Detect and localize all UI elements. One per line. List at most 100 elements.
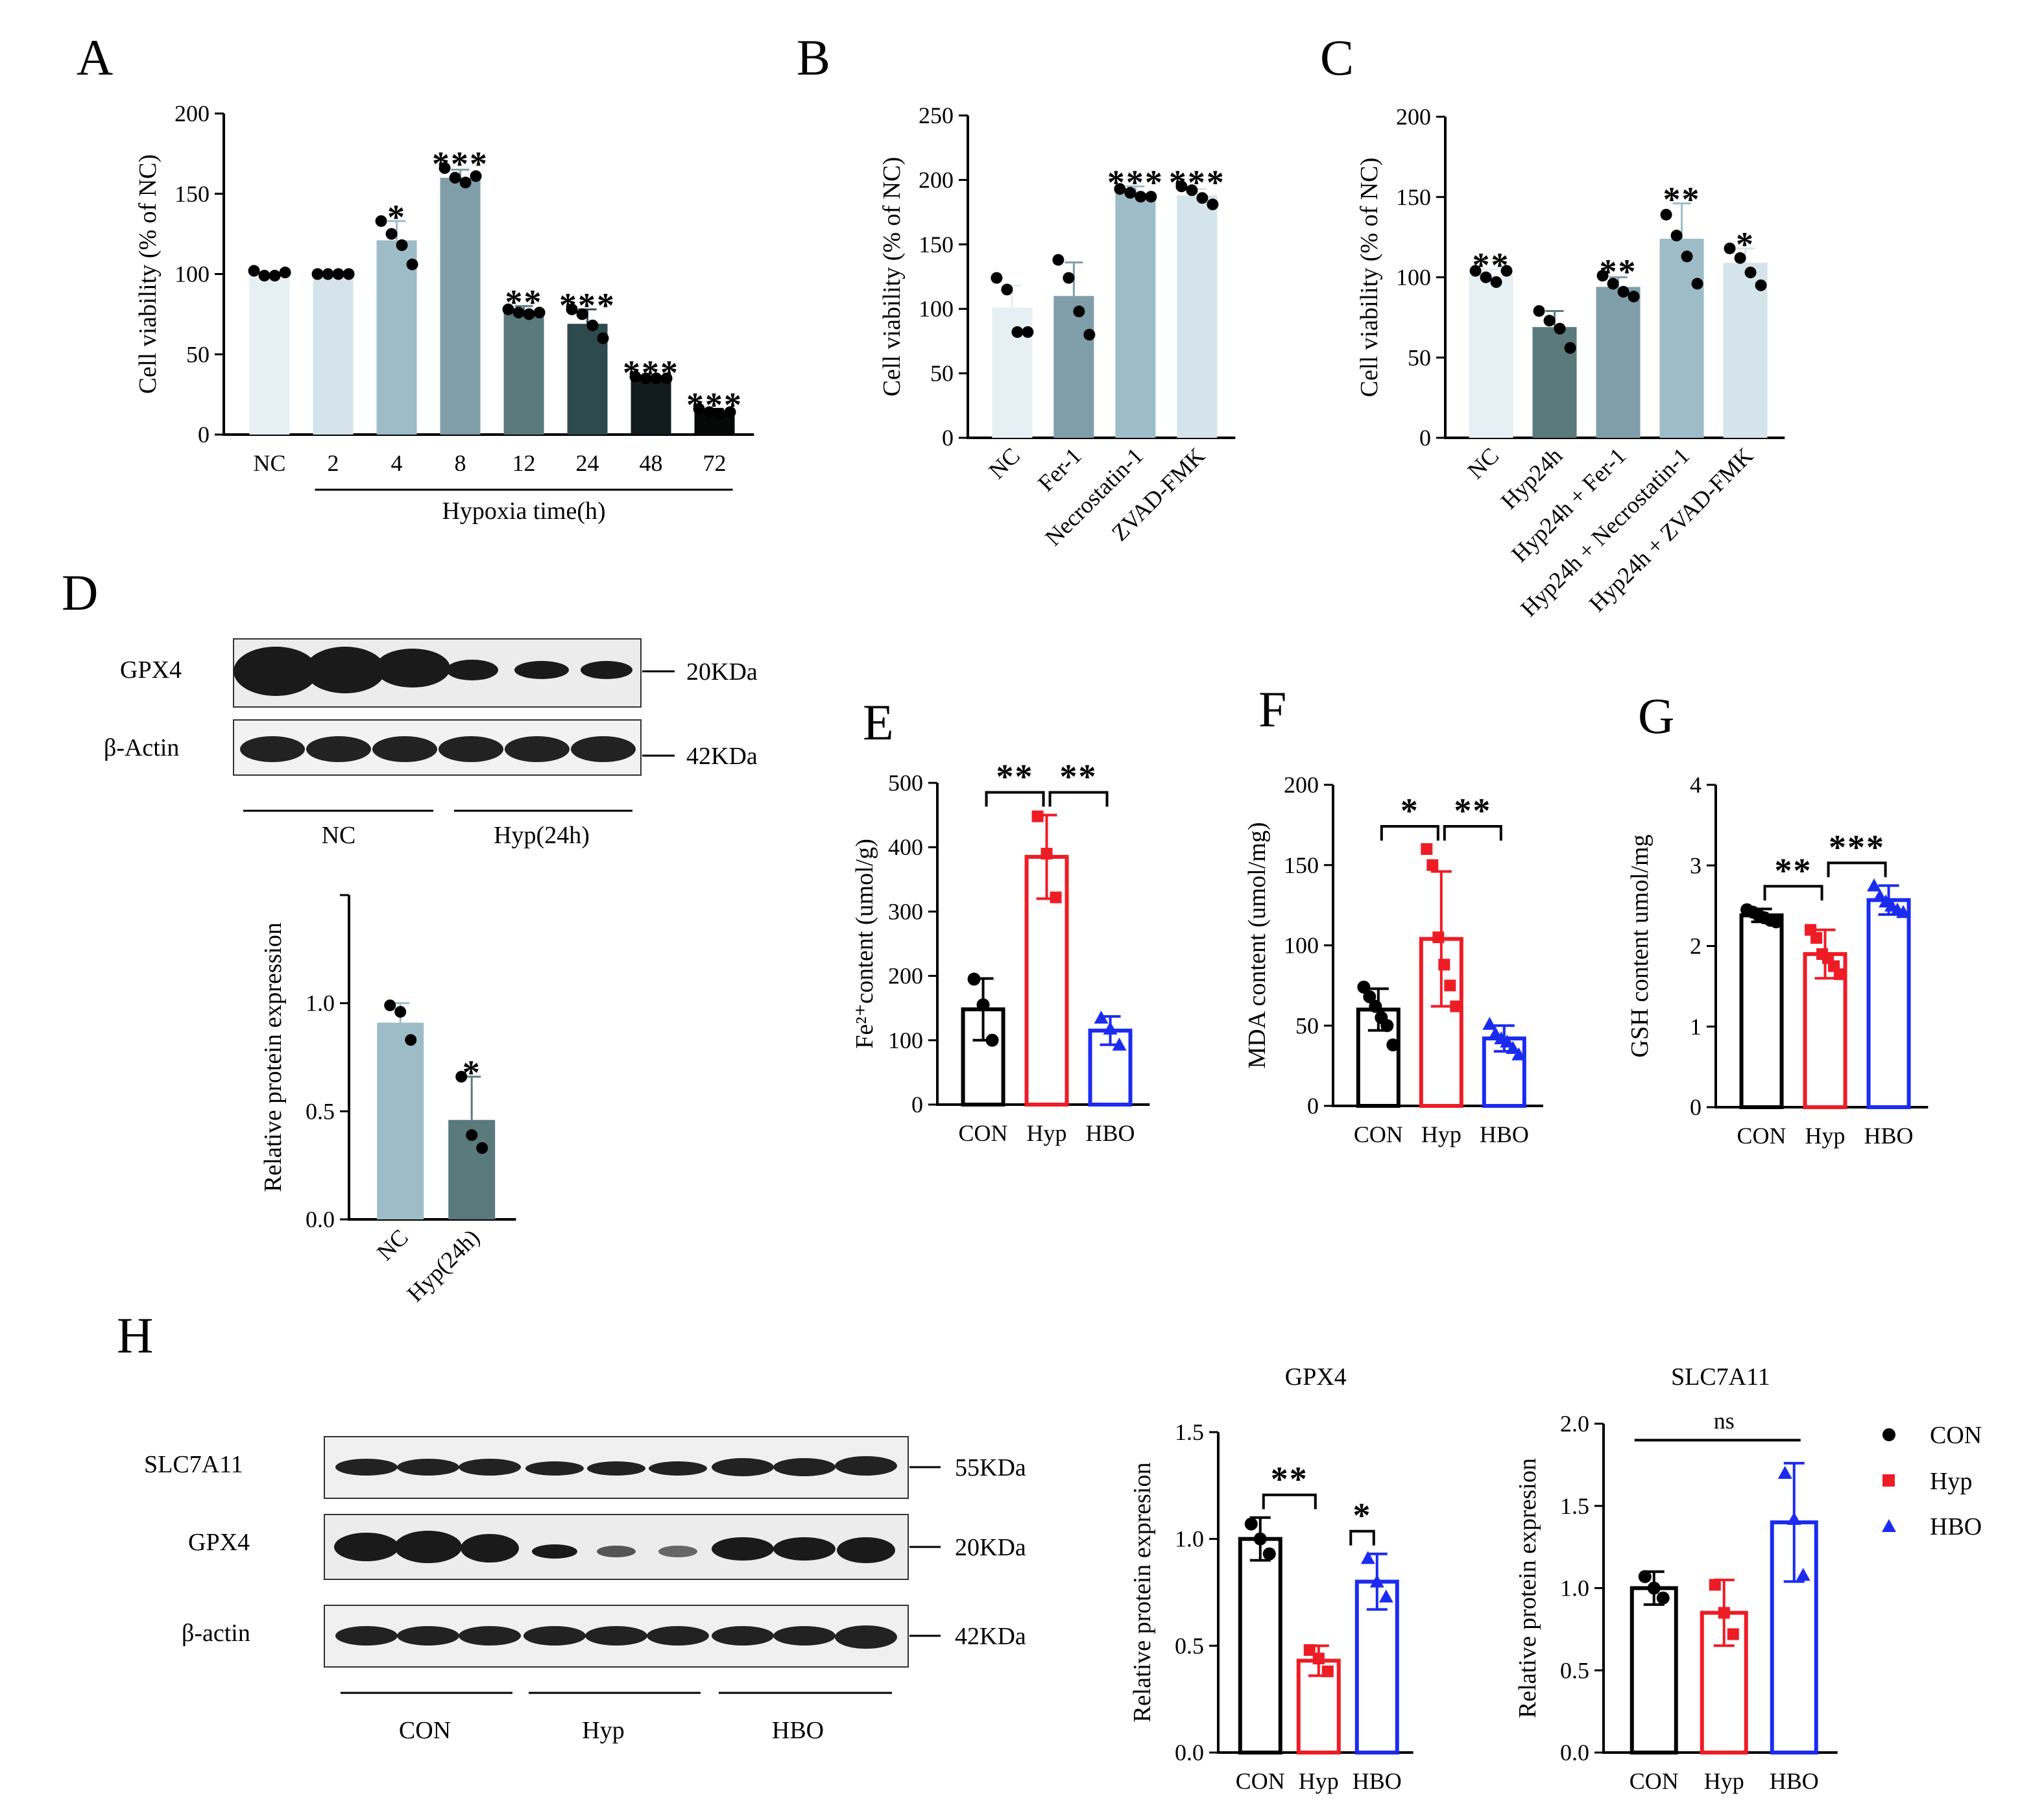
legend-marker-circle [1882,1428,1895,1441]
x-tick-label: HBO [1480,1121,1529,1147]
chart-a: 0 50 100 150 200 Cell viability (% of NC) NC 2 *… [134,101,754,525]
significance-label: * [1353,1496,1372,1535]
x-tick-label: 72 [703,450,727,476]
data-point [1114,183,1126,195]
x-tick-label: HBO [1864,1123,1914,1149]
y-axis-label: Cell viability (% of NC) [1356,158,1383,397]
blot-d-actin-bands [240,736,636,762]
western-blot-d: GPX4 β-Actin 20KDa 42KDa NC Hyp(24h) [104,638,758,849]
x-tick-label: Hyp [1805,1123,1846,1149]
data-point [1063,272,1075,284]
x-tick-label: 12 [512,450,536,476]
data-point [1638,1570,1652,1583]
significance-bracket [1262,1493,1317,1509]
data-point [1112,1037,1127,1051]
y-axis-label: Cell viability (% of NC) [878,157,906,396]
data-point [1873,889,1888,902]
data-point [1207,198,1219,211]
band [532,1544,577,1559]
data-point [1001,283,1013,296]
significance-label: ** [1600,252,1637,291]
data-point [1709,1579,1721,1591]
blot-h-group-label: Hyp [582,1717,624,1744]
significance-label: ** [1271,1460,1308,1499]
data-point [1734,252,1746,264]
data-point [455,1071,468,1083]
bar [1723,263,1768,438]
band [597,1546,636,1557]
band [647,1626,709,1646]
significance-label: *** [432,145,488,184]
data-point [1533,305,1545,317]
bar [1115,193,1156,438]
data-point [1564,342,1576,354]
bar [440,178,481,435]
data-point [1073,305,1085,318]
significance-bracket [1048,791,1109,807]
data-point [1031,810,1044,822]
blot-h-actin-bands [335,1625,897,1649]
legend-marker-square [1882,1474,1895,1487]
y-tick-label: 0 [1419,425,1431,451]
y-tick-label: 2 [1690,933,1701,959]
x-tick-label: 24 [576,450,599,476]
significance-label: ** [1775,851,1812,890]
data-point [1175,180,1188,193]
x-tick-label: Hyp(24h) [402,1224,485,1306]
band [240,736,305,762]
data-point [1011,326,1024,338]
y-tick-label: 150 [1396,184,1431,210]
y-axis-label: Relative protein expression [259,922,287,1192]
blot-d-size-label: 42KDa [686,743,758,770]
data-point [1135,191,1147,203]
y-tick-label: 100 [888,1027,923,1053]
data-point [1426,859,1439,871]
data-point [384,1000,396,1011]
blot-h-size-label: 55KDa [955,1454,1026,1481]
data-point [1438,959,1450,971]
y-tick-label: 0.5 [1560,1657,1589,1683]
blot-d-size-label: 20KDa [686,658,758,686]
chart-c: 0 50 100 150 200 Cell viability (% of NC) ** NC… [1356,104,1785,621]
bar [503,312,544,435]
significance-bracket [1763,885,1823,901]
blot-d-row-label: GPX4 [120,656,182,684]
y-tick-label: 500 [888,770,923,796]
y-tick-label: 200 [888,963,923,989]
x-tick-label: CON [1737,1123,1786,1149]
band [372,736,437,762]
data-point [1482,1016,1497,1030]
significance-bracket [1380,825,1439,841]
band [446,660,498,680]
legend-item-hbo: HBO [1882,1513,1982,1540]
data-point [1724,242,1736,254]
data-point [1607,278,1619,290]
band [335,1626,398,1646]
chart-e: 0 100 200 300 400 500 Fe²⁺content (umol/g) CON H… [851,758,1150,1146]
data-point [1681,250,1693,263]
data-point [1506,1040,1521,1054]
significance-label: *** [1169,163,1225,202]
x-tick-label: NC [983,442,1025,484]
bar [1739,913,1784,1110]
chart-title: GPX4 [1285,1363,1347,1391]
data-point [1052,254,1064,266]
band [773,1626,836,1646]
data-point [1321,1665,1334,1677]
band [587,1461,645,1476]
significance-label: *** [1829,828,1885,867]
panel-letter-G: G [1638,688,1674,744]
data-point [640,372,652,385]
data-point [1469,265,1482,277]
data-point [1357,980,1371,994]
bar [1596,287,1641,438]
panel-letter-E: E [863,694,894,750]
y-tick-label: 1.5 [1560,1493,1589,1519]
band [335,1459,398,1476]
data-point [1369,1000,1382,1013]
x-tick-label: Hyp [1299,1768,1339,1794]
significance-label: ** [1454,791,1491,830]
data-point [1796,1568,1810,1581]
data-point [586,319,599,331]
